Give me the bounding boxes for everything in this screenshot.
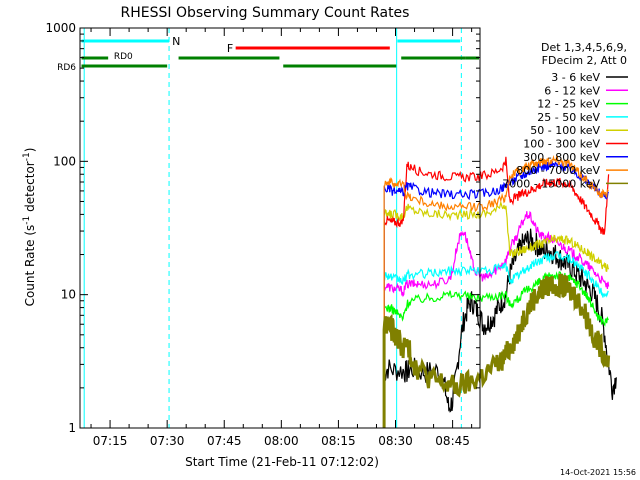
legend-label: 6 - 12 keV — [544, 84, 600, 97]
x-tick-label: 08:30 — [378, 434, 413, 448]
series-line-8 — [383, 155, 609, 428]
x-tick-label: 07:15 — [93, 434, 128, 448]
rd0-label: RD0 — [114, 52, 133, 62]
x-tick-label: 08:45 — [435, 434, 470, 448]
series-line-3 — [383, 271, 609, 428]
footer-date: 14-Oct-2021 15:56 — [560, 468, 636, 477]
legend-label: 7000 - 15000 keV — [502, 177, 600, 190]
legend-header: Det 1,3,4,5,6,9, — [541, 41, 627, 54]
legend-label: 25 - 50 keV — [537, 111, 600, 124]
x-tick-label: 08:00 — [264, 434, 299, 448]
series-line-9 — [382, 273, 611, 428]
series-line-6 — [383, 156, 610, 428]
legend-label: 3 - 6 keV — [551, 71, 600, 84]
series-line-4 — [383, 251, 609, 428]
series-line-5 — [383, 200, 610, 428]
y-tick-label: 10 — [61, 288, 76, 302]
x-axis-label: Start Time (21-Feb-11 07:12:02) — [185, 455, 379, 469]
night-label: N — [172, 35, 180, 48]
y-axis-label: Count Rate (s-1 detector-1) — [22, 148, 37, 307]
x-tick-label: 08:15 — [321, 434, 356, 448]
y-tick-label: 100 — [53, 154, 76, 168]
y-tick-label: 1000 — [45, 21, 76, 35]
plot-frame — [79, 27, 481, 429]
legend-label: 12 - 25 keV — [537, 98, 600, 111]
legend-header: FDecim 2, Att 0 — [542, 54, 627, 67]
x-tick-label: 07:30 — [150, 434, 185, 448]
y-tick-label: 1 — [68, 421, 76, 435]
flare-label: F — [227, 42, 233, 55]
legend-label: 800 - 7000 keV — [516, 164, 600, 177]
x-tick-label: 07:45 — [207, 434, 242, 448]
rd6-label: RD6 — [57, 63, 76, 73]
series-line-7 — [383, 161, 610, 428]
legend-label: 50 - 100 keV — [530, 124, 600, 137]
legend-label: 100 - 300 keV — [523, 138, 600, 151]
legend-label: 300 - 800 keV — [523, 151, 600, 164]
chart-title: RHESSI Observing Summary Count Rates — [121, 5, 410, 21]
